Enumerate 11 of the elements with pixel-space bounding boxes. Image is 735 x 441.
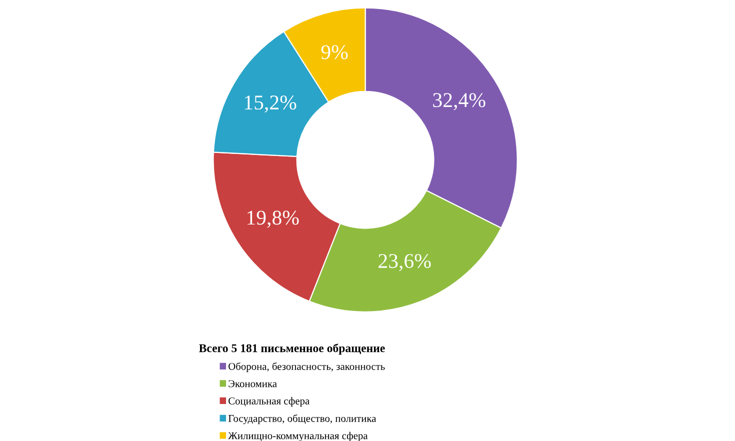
legend-title: Всего 5 181 письменное обращение (199, 344, 385, 355)
legend-label: Социальная сфера (228, 397, 310, 407)
legend-label: Государство, общество, политика (228, 414, 376, 424)
data-label: 15,2% (244, 96, 296, 113)
data-label: 9% (321, 45, 348, 60)
data-label: 23,6% (378, 254, 431, 272)
legend-label: Экономика (228, 380, 277, 388)
legend-label: Оборона, безопасность, законность (228, 362, 385, 372)
legend-label: Жилищно-коммунальная сфера (228, 432, 368, 441)
data-label: 19,8% (248, 210, 299, 228)
data-label: 32,4% (433, 93, 486, 110)
